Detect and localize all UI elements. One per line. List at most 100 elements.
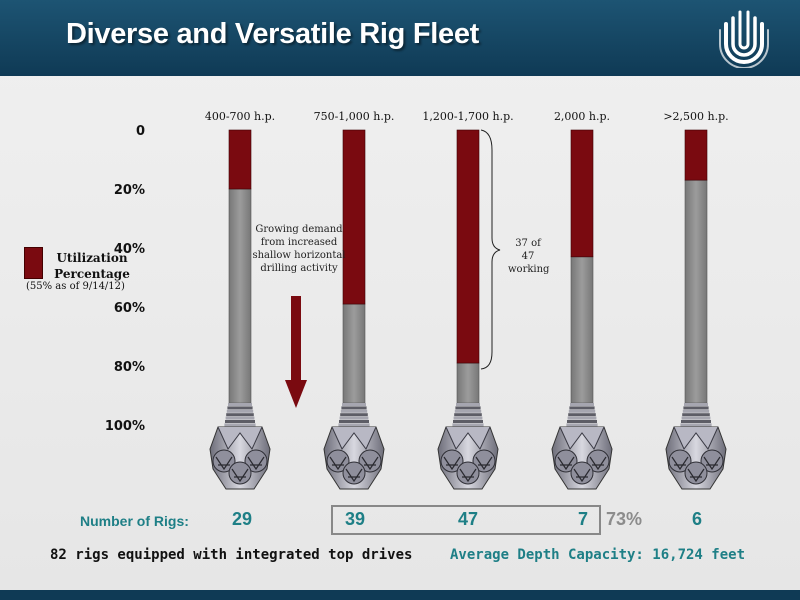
shank-thread bbox=[340, 409, 368, 413]
idle-portion bbox=[456, 362, 480, 404]
shank-thread bbox=[682, 409, 710, 413]
annotation-brace bbox=[480, 129, 501, 370]
shank-thread bbox=[342, 403, 366, 406]
shank-thread bbox=[684, 403, 708, 406]
drill-bit-shoulder bbox=[559, 426, 605, 450]
drill-bit-cone bbox=[472, 449, 496, 473]
drill-bit-cone bbox=[342, 461, 366, 485]
idle-portion bbox=[228, 188, 252, 404]
category-label: 2,000 h.p. bbox=[554, 110, 610, 123]
rig-count: 6 bbox=[691, 509, 702, 529]
drill-bit-teeth bbox=[671, 456, 689, 471]
shank-thread bbox=[456, 403, 480, 406]
drill-bit-teeth bbox=[589, 456, 607, 471]
annotation-working-count: 37 of 47 working bbox=[508, 238, 550, 275]
utilized-portion bbox=[570, 129, 594, 258]
shank-thread bbox=[225, 420, 255, 423]
utilized-portion bbox=[684, 129, 708, 181]
shank-thread bbox=[680, 423, 712, 427]
page-title: Diverse and Versatile Rig Fleet bbox=[66, 18, 479, 50]
drill-bit-cone bbox=[586, 449, 610, 473]
y-tick-label: 80% bbox=[114, 360, 145, 375]
number-of-rigs-label: Number of Rigs: bbox=[80, 513, 189, 529]
shank-thread bbox=[454, 409, 482, 413]
shank-thread bbox=[681, 416, 711, 420]
header-bar: Diverse and Versatile Rig Fleet bbox=[0, 0, 800, 76]
y-axis: 0 20% 40% 60% 80% 100% bbox=[105, 124, 145, 434]
drill-bit-cone bbox=[668, 449, 692, 473]
category-label: 750-1,000 h.p. bbox=[314, 110, 395, 123]
shank-thread bbox=[227, 406, 253, 410]
y-tick-label: 40% bbox=[114, 242, 145, 257]
shank-thread bbox=[339, 416, 369, 420]
shank-thread bbox=[453, 416, 483, 420]
drill-bit-bar bbox=[665, 129, 727, 490]
idle-portion bbox=[342, 303, 366, 404]
footer-bar bbox=[0, 590, 800, 600]
drill-bit-teeth bbox=[361, 456, 379, 471]
shank-thread bbox=[341, 406, 367, 410]
utilized-portion bbox=[228, 129, 252, 190]
drill-bit-cone bbox=[244, 449, 268, 473]
shank-thread bbox=[569, 406, 595, 410]
shank-thread bbox=[455, 406, 481, 410]
drill-bit-cone bbox=[700, 449, 724, 473]
drill-bit-cone bbox=[326, 449, 350, 473]
rig-count: 47 bbox=[457, 509, 479, 529]
drill-bit-cone bbox=[570, 461, 594, 485]
category-label: 400-700 h.p. bbox=[205, 110, 275, 123]
drill-bit-cone bbox=[228, 461, 252, 485]
shank-thread bbox=[683, 406, 709, 410]
utilized-portion bbox=[456, 129, 480, 364]
legend-swatch bbox=[24, 247, 43, 279]
bar-group bbox=[209, 129, 727, 490]
shank-thread bbox=[340, 413, 368, 417]
y-tick-label: 60% bbox=[114, 301, 145, 316]
rig-count: 7 bbox=[577, 509, 588, 529]
y-tick-label: 0 bbox=[136, 124, 145, 139]
utilized-portion bbox=[342, 129, 366, 305]
company-logo-icon bbox=[719, 10, 769, 68]
drill-bit-cone bbox=[212, 449, 236, 473]
shank-thread bbox=[567, 416, 597, 420]
idle-portion bbox=[570, 256, 594, 404]
depth-capacity-note: Average Depth Capacity: 16,724 feet bbox=[450, 547, 746, 563]
drill-bit-teeth bbox=[557, 456, 575, 471]
category-labels: 400-700 h.p. 750-1,000 h.p. 1,200-1,700 h.… bbox=[205, 110, 729, 123]
shank-thread bbox=[338, 423, 370, 427]
drill-bit-teeth bbox=[345, 468, 363, 483]
shank-thread bbox=[566, 423, 598, 427]
rig-count: 39 bbox=[344, 509, 366, 529]
shank-thread bbox=[570, 403, 594, 406]
drill-bit-teeth bbox=[231, 468, 249, 483]
shank-thread bbox=[567, 420, 597, 423]
drill-bit-cone bbox=[456, 461, 480, 485]
y-tick-label: 20% bbox=[114, 183, 145, 198]
drill-bit-teeth bbox=[329, 456, 347, 471]
drill-bit-teeth bbox=[443, 456, 461, 471]
drill-bit-teeth bbox=[215, 456, 233, 471]
drill-bit-cone bbox=[554, 449, 578, 473]
shank-thread bbox=[452, 423, 484, 427]
shank-thread bbox=[682, 413, 710, 417]
drill-bit-teeth bbox=[573, 468, 591, 483]
drill-bit-teeth bbox=[703, 456, 721, 471]
category-label: 1,200-1,700 h.p. bbox=[422, 110, 513, 123]
shank-thread bbox=[225, 416, 255, 420]
y-tick-label: 100% bbox=[105, 419, 145, 434]
drill-bit-teeth bbox=[475, 456, 493, 471]
shank-thread bbox=[226, 413, 254, 417]
annotation-arrow bbox=[285, 296, 307, 408]
shank-thread bbox=[339, 420, 369, 423]
shank-thread bbox=[568, 409, 596, 413]
drill-bit-bar bbox=[209, 129, 271, 490]
drill-bit-bar bbox=[437, 129, 499, 490]
rig-group-percent: 73% bbox=[606, 509, 643, 529]
drill-bit-cone bbox=[440, 449, 464, 473]
drill-bit-shoulder bbox=[445, 426, 491, 450]
shank-thread bbox=[453, 420, 483, 423]
drill-bit-shoulder bbox=[217, 426, 263, 450]
shank-thread bbox=[681, 420, 711, 423]
legend-note: (55% as of 9/14/12) bbox=[26, 281, 125, 292]
